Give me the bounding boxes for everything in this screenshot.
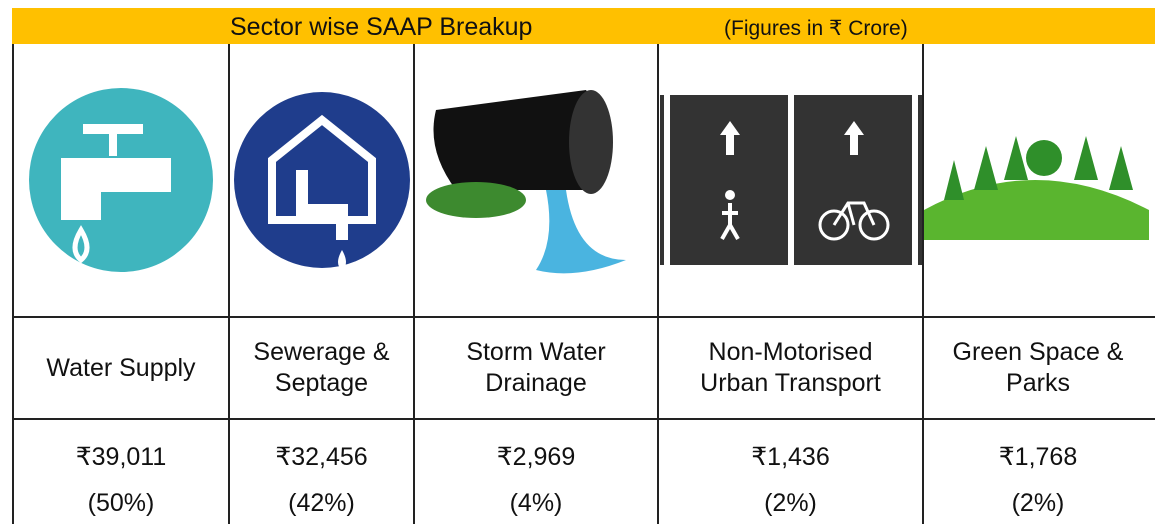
amount: ₹1,436 xyxy=(751,443,830,471)
share: (2%) xyxy=(764,489,817,517)
share: (4%) xyxy=(509,489,563,517)
value-cell: ₹32,456 (42%) xyxy=(228,420,413,524)
sector-name: Sewerage & Septage xyxy=(228,318,413,420)
value-cell: ₹1,436 (2%) xyxy=(657,420,922,524)
icon-cell xyxy=(12,44,228,318)
share: (2%) xyxy=(1011,489,1065,517)
park-icon xyxy=(924,136,1149,240)
title: Sector wise SAAP Breakup xyxy=(230,13,533,41)
value-cell: ₹1,768 (2%) xyxy=(922,420,1155,524)
share: (42%) xyxy=(288,489,355,517)
note: (Figures in ₹ Crore) xyxy=(724,17,908,40)
sector-name: Non-Motorised Urban Transport xyxy=(657,318,922,420)
sector-name: Water Supply xyxy=(12,318,228,420)
sector-name: Green Space & Parks xyxy=(922,318,1155,420)
header-bar: Sector wise SAAP Breakup (Figures in ₹ C… xyxy=(12,8,1155,44)
amount: ₹32,456 xyxy=(275,443,368,471)
icon-cell xyxy=(228,44,413,318)
value-cell: ₹39,011 (50%) xyxy=(12,420,228,524)
icon-cell xyxy=(922,44,1155,318)
amount: ₹39,011 xyxy=(75,443,167,471)
share: (50%) xyxy=(87,489,155,517)
sector-name: Storm Water Drainage xyxy=(413,318,657,420)
table: Water Supply Sewerage & Septage Storm Wa… xyxy=(12,44,1155,524)
road-icon xyxy=(659,95,922,265)
sewer-icon xyxy=(233,92,410,270)
drain-icon xyxy=(426,90,626,274)
tap-icon xyxy=(29,88,213,272)
amount: ₹1,768 xyxy=(998,443,1078,471)
icon-cell xyxy=(657,44,922,318)
icon-cell xyxy=(413,44,657,318)
amount: ₹2,969 xyxy=(496,443,576,471)
value-cell: ₹2,969 (4%) xyxy=(413,420,657,524)
